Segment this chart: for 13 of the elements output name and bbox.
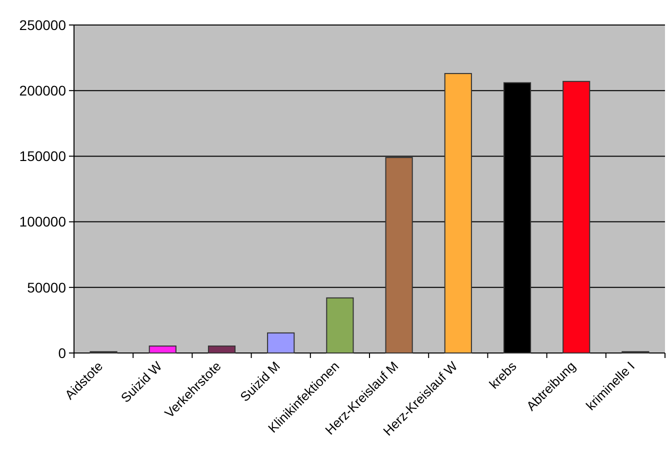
y-tick-label: 50000 (27, 279, 66, 296)
bar (326, 297, 354, 354)
bar (385, 157, 413, 354)
y-tick-label: 100000 (19, 214, 66, 230)
bar (208, 346, 236, 354)
bar (148, 346, 176, 354)
y-tick-label: 200000 (19, 82, 66, 98)
y-tick-label: 250000 (19, 16, 66, 33)
bar (444, 73, 472, 354)
bar (562, 80, 590, 354)
y-tick-label: 0 (58, 344, 66, 361)
bar (267, 332, 295, 354)
y-tick-label: 150000 (19, 148, 66, 164)
